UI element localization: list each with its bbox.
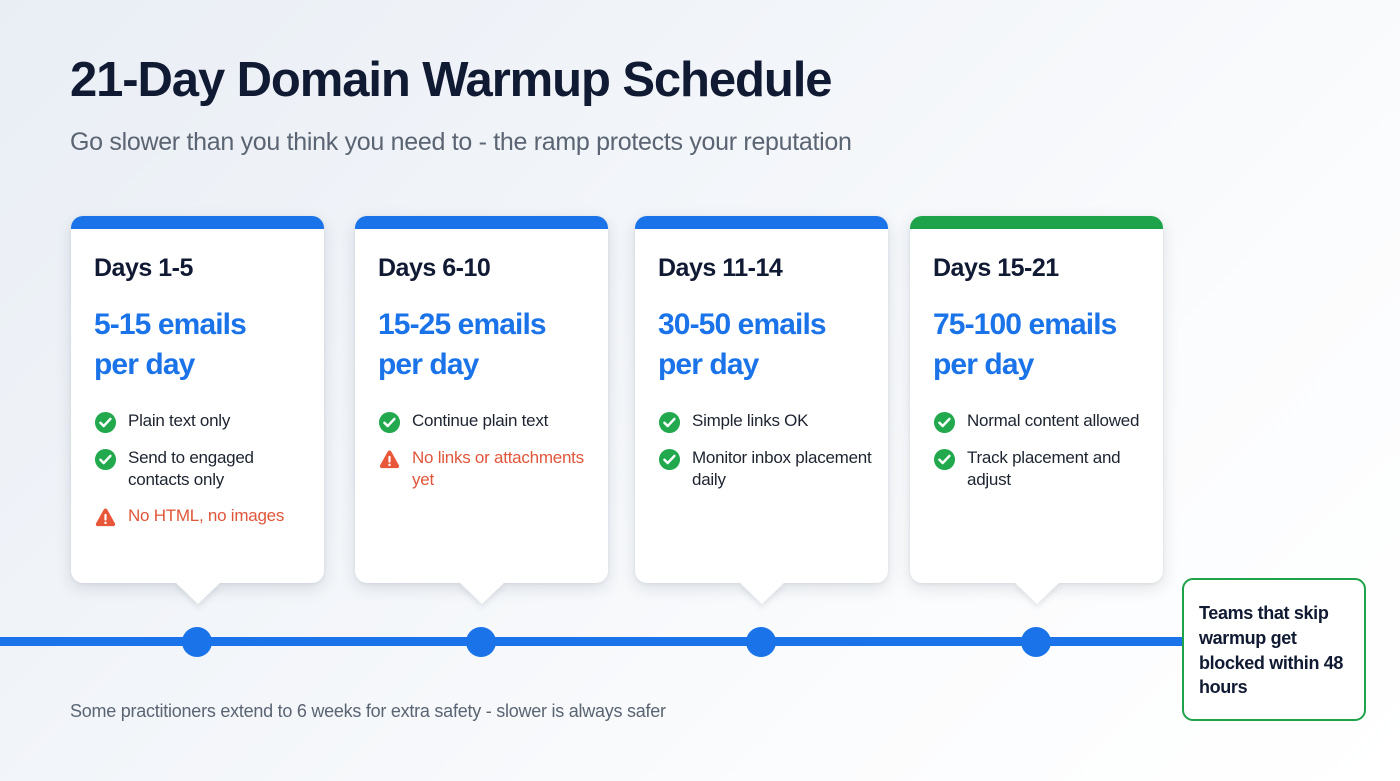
warning-callout-box: Teams that skip warmup get blocked withi… — [1182, 578, 1366, 721]
phase-card-volume: 75-100 emails per day — [933, 308, 1117, 381]
phase-card-rule-text: Send to engaged contacts only — [128, 447, 254, 490]
phase-card-rule-text: Plain text only — [128, 410, 231, 430]
phase-card-3[interactable]: Days 11-14 30-50 emails per day Simple link… — [635, 216, 888, 604]
phase-card-rule-item: Continue plain text — [378, 410, 598, 434]
phase-card-rule-list: Simple links OK Monitor inbox placement d… — [658, 410, 878, 492]
phase-card-1[interactable]: Days 1-5 5-15 emails per day Plain text onl… — [71, 216, 324, 604]
phase-card-pointer-tail — [174, 582, 221, 604]
footer-note: Some practitioners extend to 6 weeks for… — [70, 701, 666, 721]
phase-card-volume: 5-15 emails per day — [94, 308, 247, 381]
phase-card-rule-list: Continue plain text No links or attachmen… — [378, 410, 598, 492]
timeline-line — [0, 637, 1182, 646]
phase-card-rule-item: Monitor inbox placement daily — [658, 447, 878, 492]
phase-card-pointer-tail — [458, 582, 505, 604]
check-circle-icon — [658, 448, 681, 471]
timeline-dot-2[interactable] — [466, 627, 496, 657]
warning-triangle-icon — [378, 448, 401, 471]
phase-card-rule-item: Normal content allowed — [933, 410, 1153, 434]
timeline-dot-1[interactable] — [182, 627, 212, 657]
phase-card-rule-list: Normal content allowed Track placement an… — [933, 410, 1153, 492]
phase-card-volume: 15-25 emails per day — [378, 308, 547, 381]
check-circle-icon — [933, 448, 956, 471]
check-circle-icon — [378, 411, 401, 434]
phase-card-rule-item: Track placement and adjust — [933, 447, 1153, 492]
check-circle-icon — [933, 411, 956, 434]
check-circle-icon — [94, 448, 117, 471]
phase-card-rule-text: Normal content allowed — [967, 410, 1140, 430]
timeline-dot-4[interactable] — [1021, 627, 1051, 657]
phase-card-pointer-tail — [1013, 582, 1060, 604]
timeline-dot-3[interactable] — [746, 627, 776, 657]
phase-card-rule-item: Simple links OK — [658, 410, 878, 434]
phase-card-rule-item: No HTML, no images — [94, 505, 314, 529]
phase-card-4[interactable]: Days 15-21 75-100 emails per day Normal con… — [910, 216, 1163, 604]
phase-card-accent-bar — [355, 216, 608, 229]
phase-card-rule-text: Monitor inbox placement daily — [692, 447, 872, 490]
phase-card-rule-text: Simple links OK — [692, 410, 809, 430]
warning-triangle-icon — [94, 506, 117, 529]
check-circle-icon — [658, 411, 681, 434]
phase-card-accent-bar — [71, 216, 324, 229]
phase-card-volume: 30-50 emails per day — [658, 308, 827, 381]
phase-card-rule-text: No links or attachments yet — [412, 447, 584, 490]
phase-card-days-label: Days 11-14 — [658, 254, 783, 282]
phase-card-days-label: Days 15-21 — [933, 254, 1059, 282]
page-title: 21-Day Domain Warmup Schedule — [70, 53, 832, 107]
phase-card-days-label: Days 6-10 — [378, 254, 491, 282]
phase-card-rule-item: Send to engaged contacts only — [94, 447, 314, 492]
check-circle-icon — [94, 411, 117, 434]
phase-card-pointer-tail — [738, 582, 785, 604]
phase-card-rule-list: Plain text only Send to engaged contacts … — [94, 410, 314, 529]
phase-card-accent-bar — [635, 216, 888, 229]
phase-card-rule-text: Continue plain text — [412, 410, 549, 430]
phase-card-2[interactable]: Days 6-10 15-25 emails per day Continue pla… — [355, 216, 608, 604]
phase-card-rule-item: No links or attachments yet — [378, 447, 598, 492]
phase-card-days-label: Days 1-5 — [94, 254, 193, 282]
phase-card-rule-item: Plain text only — [94, 410, 314, 434]
phase-card-rule-text: No HTML, no images — [128, 505, 285, 525]
warning-callout-text: Teams that skip warmup get blocked withi… — [1199, 603, 1344, 698]
phase-card-rule-text: Track placement and adjust — [967, 447, 1121, 490]
phase-card-accent-bar — [910, 216, 1163, 229]
page-subtitle: Go slower than you think you need to - t… — [70, 128, 852, 156]
